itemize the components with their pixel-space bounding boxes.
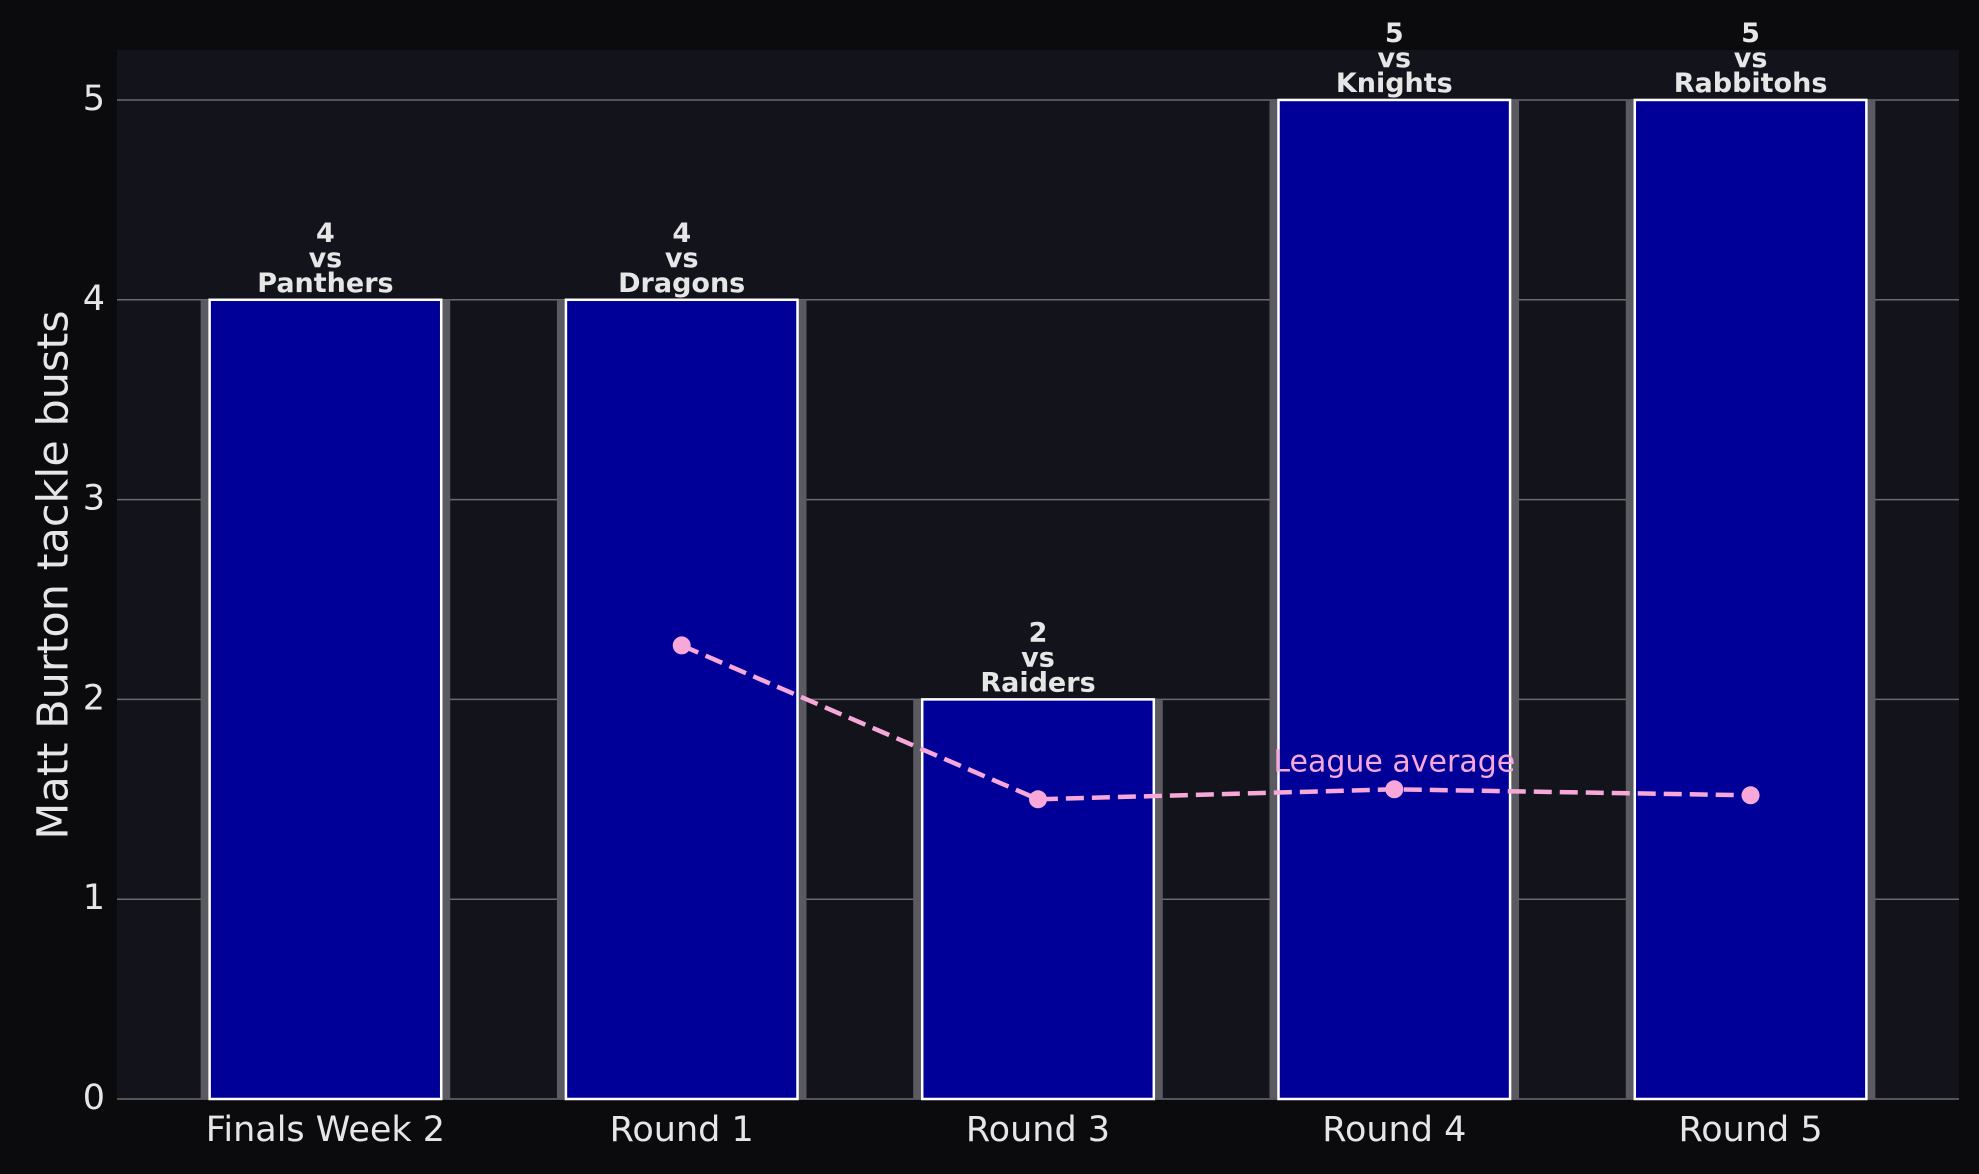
bar-label-line: Raiders xyxy=(980,667,1095,698)
average-annotation: League average xyxy=(1273,744,1515,779)
bar-label-line: vs xyxy=(309,243,343,274)
bar-label-line: Rabbitohs xyxy=(1674,68,1828,99)
bar-label-line: 5 xyxy=(1741,18,1760,49)
average-point xyxy=(1385,780,1404,799)
average-point xyxy=(1741,786,1760,805)
y-tick-label: 2 xyxy=(83,678,105,718)
y-tick-label: 4 xyxy=(83,279,105,319)
bar xyxy=(1633,98,1868,1101)
bar-label-line: vs xyxy=(1734,43,1768,74)
bar-label-line: Knights xyxy=(1336,68,1453,99)
bar-label: 2 vs Raiders xyxy=(980,617,1095,698)
x-tick-label: Round 5 xyxy=(1679,1110,1823,1150)
bar-label-line: 4 xyxy=(316,218,335,249)
x-tick-label: Round 3 xyxy=(966,1110,1110,1150)
bar-label-line: Dragons xyxy=(618,268,745,299)
y-tick-label: 3 xyxy=(83,479,105,519)
bar xyxy=(208,298,443,1101)
bar-label-line: 5 xyxy=(1385,18,1404,49)
x-tick-label: Round 1 xyxy=(610,1110,754,1150)
bar-label-line: vs xyxy=(665,243,699,274)
x-tick-label: Round 4 xyxy=(1322,1110,1466,1150)
average-point xyxy=(1029,790,1047,809)
y-tick-label: 1 xyxy=(83,878,105,918)
bar-label: 4 vs Panthers xyxy=(257,218,393,299)
bar-label-line: 2 xyxy=(1029,617,1048,648)
bar-label: 4 vs Dragons xyxy=(618,218,745,299)
bar-label-line: vs xyxy=(1021,642,1055,673)
bar-label-line: vs xyxy=(1377,43,1411,74)
bar xyxy=(564,298,799,1101)
y-tick-label: 5 xyxy=(83,79,105,119)
average-line xyxy=(680,643,1751,802)
bar-label-line: 4 xyxy=(672,218,691,249)
x-tick-label: Finals Week 2 xyxy=(206,1110,445,1150)
bar xyxy=(920,698,1156,1101)
average-point xyxy=(672,636,691,655)
bar xyxy=(1277,98,1512,1101)
bar-label: 5 vs Knights xyxy=(1336,18,1453,99)
y-axis-label: Matt Burton tackle busts xyxy=(29,310,79,839)
bar-label: 5 vs Rabbitohs xyxy=(1674,18,1828,99)
y-tick-label: 0 xyxy=(83,1078,105,1118)
bar-label-line: Panthers xyxy=(257,268,393,299)
